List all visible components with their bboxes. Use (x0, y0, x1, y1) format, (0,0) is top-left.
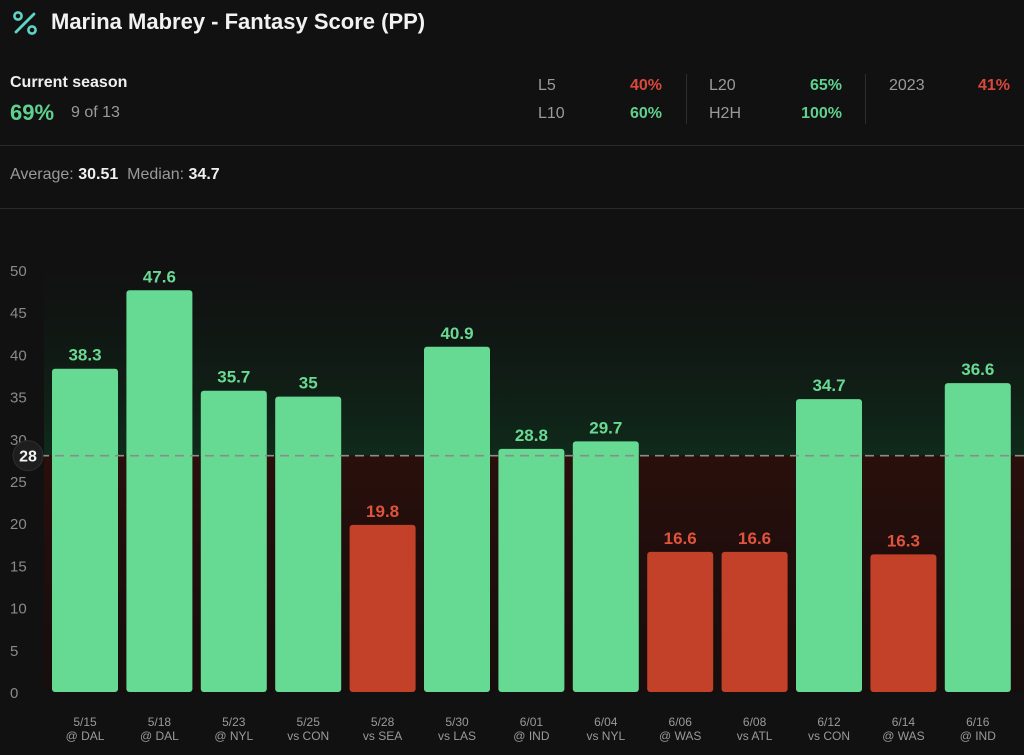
stats-divider (865, 74, 866, 124)
x-tick-opponent: @ WAS (659, 729, 701, 743)
x-tick-date: 6/16 (966, 715, 990, 729)
x-tick-date: 5/15 (73, 715, 97, 729)
season-hit-count: 9 of 13 (71, 104, 120, 121)
y-tick-label: 40 (10, 347, 27, 364)
x-tick-date: 5/28 (371, 715, 395, 729)
x-tick-date: 5/25 (297, 715, 321, 729)
header: Marina Mabrey - Fantasy Score (PP) (0, 0, 1024, 50)
data-label: 29.7 (589, 418, 622, 437)
bar (944, 383, 1011, 692)
x-tick-date: 6/12 (817, 715, 841, 729)
y-tick-label: 35 (10, 390, 27, 407)
x-tick-opponent: vs ATL (737, 729, 773, 743)
data-label: 28.8 (515, 426, 548, 445)
stat-label-l5: L5 (538, 77, 556, 94)
data-label: 34.7 (812, 376, 845, 395)
stat-label-2023: 2023 (889, 77, 925, 94)
stat-label-l20: L20 (709, 77, 736, 94)
median-label: Median: (127, 166, 185, 183)
x-tick-opponent: vs LAS (438, 729, 476, 743)
stat-value-l20: 65% (809, 77, 842, 94)
bar (647, 551, 714, 692)
y-tick-label: 5 (10, 643, 18, 660)
x-tick-opponent: @ IND (513, 729, 550, 743)
x-tick-date: 6/06 (669, 715, 693, 729)
bar (126, 290, 193, 692)
stats-divider (686, 74, 687, 124)
divider (0, 208, 1024, 209)
stat-value-h2h: 100% (801, 105, 842, 122)
average-label: Average: (10, 166, 74, 183)
y-tick-label: 50 (10, 263, 27, 280)
x-tick-opponent: @ NYL (214, 729, 253, 743)
data-label: 16.6 (664, 529, 697, 548)
stat-value-l5: 40% (629, 77, 662, 94)
y-tick-label: 10 (10, 601, 27, 618)
current-season: Current season 69% 9 of 13 (10, 74, 128, 125)
bar (796, 399, 862, 692)
data-label: 38.3 (68, 346, 101, 365)
percent-icon (13, 11, 37, 35)
data-label: 40.9 (440, 324, 473, 343)
x-tick-date: 6/14 (892, 715, 916, 729)
stat-label-l10: L10 (538, 105, 565, 122)
x-tick-date: 6/04 (594, 715, 618, 729)
data-label: 47.6 (143, 267, 176, 286)
x-tick-opponent: vs CON (808, 729, 850, 743)
divider (0, 145, 1024, 146)
season-label: Current season (10, 74, 128, 91)
x-tick-opponent: vs CON (287, 729, 329, 743)
y-tick-label: 45 (10, 305, 27, 322)
average-median-summary: Average: 30.51 Median: 34.7 (10, 166, 220, 184)
bar (52, 368, 118, 692)
data-label: 36.6 (961, 360, 994, 379)
median-value: 34.7 (188, 166, 220, 183)
stat-value-l10: 60% (629, 105, 662, 122)
y-tick-label: 15 (10, 558, 27, 575)
x-tick-opponent: vs NYL (586, 729, 625, 743)
x-tick-date: 5/30 (445, 715, 469, 729)
stat-value-2023: 41% (977, 77, 1010, 94)
line-label: 28 (19, 449, 37, 466)
x-tick-date: 6/01 (520, 715, 544, 729)
x-tick-date: 5/23 (222, 715, 246, 729)
x-tick-date: 5/18 (148, 715, 172, 729)
bar (721, 551, 788, 692)
bar (275, 396, 342, 692)
bar (424, 346, 490, 692)
data-label: 35.7 (217, 368, 250, 387)
average-value: 30.51 (78, 166, 119, 183)
bar (349, 524, 416, 692)
y-tick-label: 0 (10, 685, 18, 702)
bar (498, 448, 565, 692)
season-hit-rate: 69% (10, 100, 55, 125)
y-tick-label: 25 (10, 474, 27, 491)
bar (870, 554, 937, 692)
stat-label-h2h: H2H (709, 105, 742, 122)
line-badge (12, 440, 44, 472)
page-title: Marina Mabrey - Fantasy Score (PP) (51, 9, 426, 34)
x-tick-date: 6/08 (743, 715, 767, 729)
x-tick-opponent: @ IND (960, 729, 997, 743)
y-tick-label: 20 (10, 516, 27, 533)
bar (572, 441, 639, 692)
x-tick-opponent: @ DAL (66, 729, 105, 743)
x-tick-opponent: @ WAS (882, 729, 924, 743)
x-tick-opponent: @ DAL (140, 729, 179, 743)
data-label: 16.3 (887, 531, 920, 550)
data-label: 19.8 (366, 502, 399, 521)
x-tick-opponent: vs SEA (363, 729, 402, 743)
bar (200, 390, 267, 692)
data-label: 16.6 (738, 529, 771, 548)
data-label: 35 (299, 374, 318, 393)
